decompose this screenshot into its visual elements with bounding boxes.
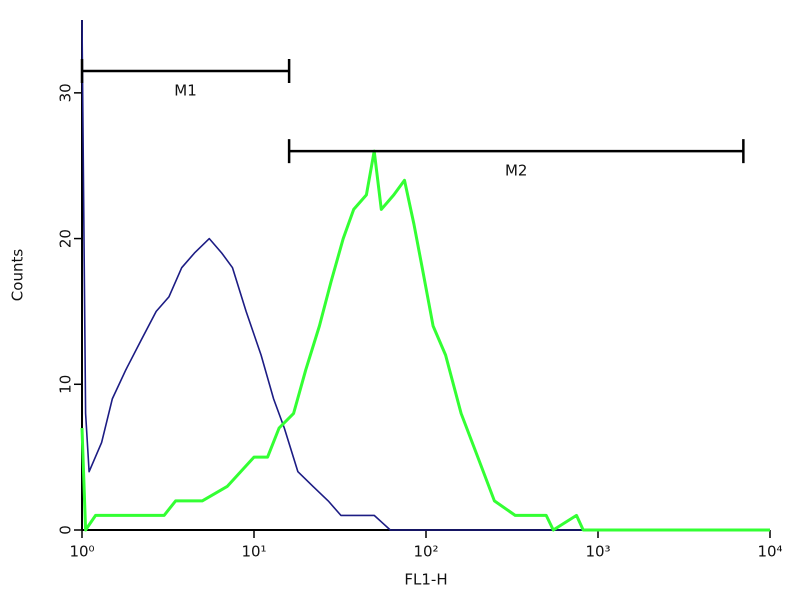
histogram-line [80, 149, 770, 532]
x-axis-label: FL1-H [404, 571, 447, 589]
x-tick-label: 10² [413, 543, 438, 561]
marker-label: M1 [174, 82, 197, 100]
y-tick-label: 20 [57, 229, 75, 248]
y-tick-label: 30 [57, 83, 75, 102]
x-tick-label: 10³ [585, 543, 610, 561]
histogram-line [81, 19, 770, 531]
y-tick-label: 0 [57, 525, 75, 535]
x-tick-label: 10¹ [241, 543, 266, 561]
x-tick-label: 10⁰ [69, 543, 94, 561]
y-tick-label: 10 [57, 375, 75, 394]
x-tick-label: 10⁴ [757, 543, 782, 561]
y-axis-label: Counts [9, 249, 27, 302]
marker-label: M2 [505, 162, 528, 180]
